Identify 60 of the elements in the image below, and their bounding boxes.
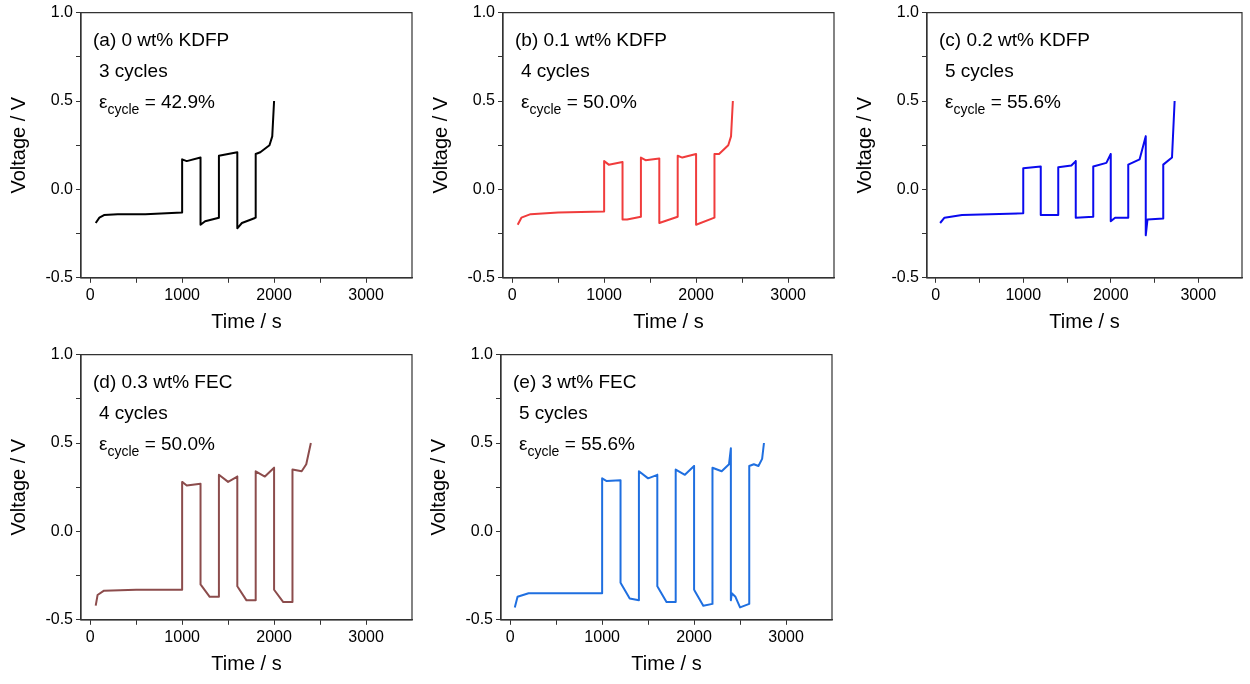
y-tick-label: 0.0	[470, 521, 494, 539]
x-tick-label: 0	[931, 285, 941, 303]
y-tick-label: 0.0	[50, 521, 74, 539]
x-tick-label: 0	[85, 627, 95, 645]
x-tick-label: 2000	[1092, 285, 1129, 303]
annotation: 3 cycles	[99, 59, 168, 81]
x-tick-label: 1000	[586, 285, 623, 303]
y-tick-label: 0.5	[896, 91, 920, 109]
x-tick-label: 2000	[678, 285, 714, 303]
x-tick-label: 2000	[256, 627, 292, 645]
y-tick-label: -0.5	[45, 268, 74, 286]
y-tick-label: 0.5	[472, 91, 496, 109]
x-tick-label: 3000	[348, 627, 384, 645]
x-tick-label: 1000	[164, 285, 201, 303]
x-axis-title: Time / s	[633, 309, 704, 332]
x-tick-label: 1000	[164, 627, 201, 645]
y-tick-label: -0.5	[45, 610, 74, 628]
x-tick-label: 2000	[256, 285, 292, 303]
y-axis-title: Voltage / V	[852, 96, 875, 194]
x-axis-title: Time / s	[211, 309, 282, 332]
y-tick-label: 0.0	[896, 179, 920, 197]
x-tick-label: 2000	[676, 627, 712, 645]
y-tick-label: 0.0	[472, 179, 496, 197]
annotation: (c) 0.2 wt% KDFP	[939, 28, 1090, 50]
x-tick-label: 3000	[1180, 285, 1217, 303]
y-axis-title: Voltage / V	[428, 96, 451, 194]
x-tick-label: 3000	[348, 285, 384, 303]
y-tick-label: 0.5	[470, 433, 494, 451]
annotation: 4 cycles	[521, 59, 590, 81]
x-tick-label: 1000	[584, 627, 621, 645]
annotation: (b) 0.1 wt% KDFP	[515, 28, 668, 50]
y-tick-label: 1.0	[50, 3, 74, 21]
x-tick-label: 0	[85, 285, 95, 303]
y-axis-title: Voltage / V	[6, 96, 29, 194]
x-axis-title: Time / s	[211, 651, 282, 674]
annotation: (e) 3 wt% FEC	[513, 370, 637, 392]
x-axis-title: Time / s	[1049, 309, 1120, 332]
y-tick-label: 1.0	[472, 3, 496, 21]
annotation: (a) 0 wt% KDFP	[93, 28, 230, 50]
y-axis-title: Voltage / V	[426, 438, 449, 536]
x-tick-label: 0	[507, 285, 517, 303]
y-tick-label: 1.0	[50, 345, 74, 363]
x-axis-title: Time / s	[631, 651, 702, 674]
y-tick-label: -0.5	[467, 268, 496, 286]
x-tick-label: 0	[505, 627, 515, 645]
y-tick-label: 0.5	[50, 91, 74, 109]
y-axis-title: Voltage / V	[6, 438, 29, 536]
annotation: 5 cycles	[945, 59, 1014, 81]
y-tick-label: 1.0	[896, 3, 920, 21]
x-tick-label: 3000	[770, 285, 806, 303]
annotation: 4 cycles	[99, 401, 168, 423]
x-tick-label: 3000	[768, 627, 804, 645]
y-tick-label: -0.5	[465, 610, 494, 628]
y-tick-label: 1.0	[470, 345, 494, 363]
x-tick-label: 1000	[1005, 285, 1042, 303]
y-tick-label: 0.5	[50, 433, 74, 451]
y-tick-label: 0.0	[50, 179, 74, 197]
annotation: 5 cycles	[519, 401, 588, 423]
annotation: (d) 0.3 wt% FEC	[93, 370, 233, 392]
y-tick-label: -0.5	[891, 268, 920, 286]
